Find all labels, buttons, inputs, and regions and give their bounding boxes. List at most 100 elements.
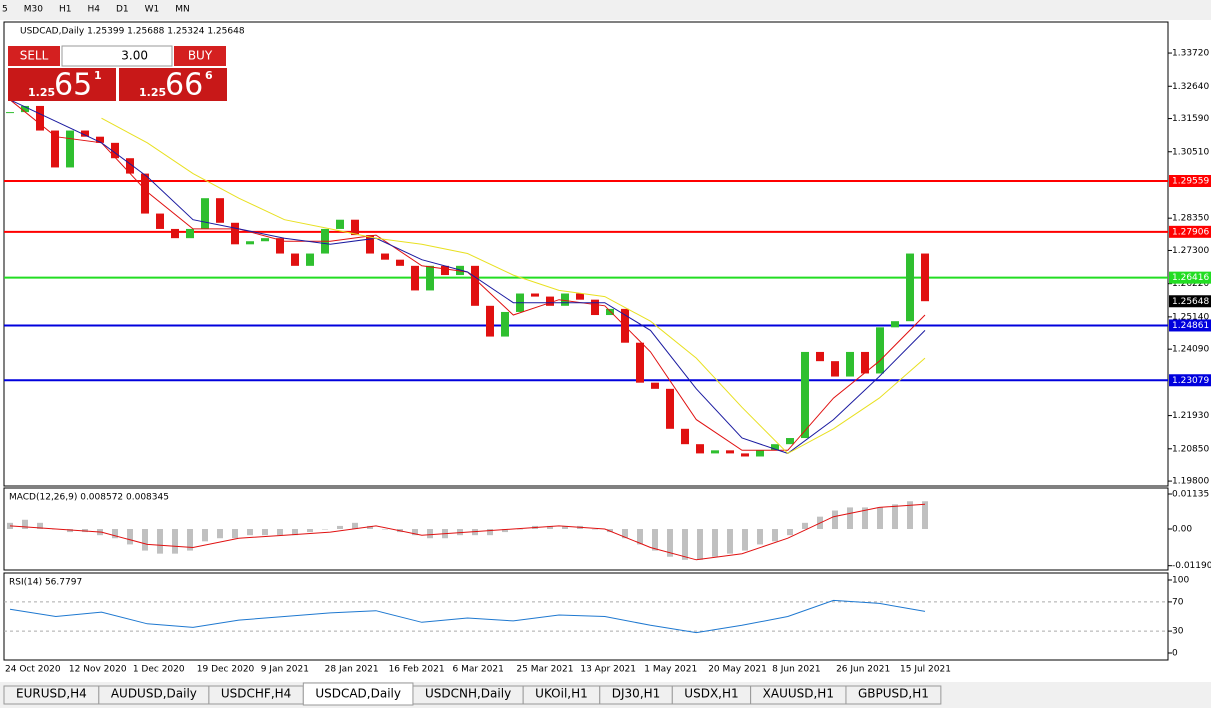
candle: [891, 321, 899, 328]
macd-bar: [892, 504, 898, 529]
candle: [51, 130, 59, 168]
macd-bar: [457, 529, 463, 536]
y-tick-label: -0.011904: [1172, 561, 1211, 571]
macd-bar: [547, 525, 553, 529]
macd-pane: [3, 487, 1169, 571]
candle: [711, 450, 719, 454]
x-tick-label: 13 Apr 2021: [580, 665, 636, 675]
candle: [141, 173, 149, 214]
candle: [186, 228, 194, 239]
macd-bar: [832, 510, 838, 529]
macd-bar: [517, 529, 523, 530]
candle: [801, 351, 809, 439]
candle: [861, 351, 869, 374]
sell-button[interactable]: [8, 46, 60, 66]
candle: [756, 450, 764, 457]
timeframe-button[interactable]: W1: [145, 5, 160, 15]
candle: [831, 361, 839, 377]
macd-bar: [412, 529, 418, 536]
macd-bar: [382, 529, 388, 530]
candle: [726, 450, 734, 454]
macd-bar: [922, 501, 928, 529]
tab[interactable]: [845, 685, 942, 705]
candle: [591, 299, 599, 316]
candle: [246, 241, 254, 245]
y-tick-label: 0: [1172, 648, 1178, 658]
x-tick-label: 28 Jan 2021: [325, 665, 379, 675]
candle: [606, 308, 614, 316]
level-tag: [1169, 225, 1211, 238]
current-price: 1.25648: [1172, 297, 1209, 307]
lots-value: 3.00: [121, 49, 148, 63]
timeframe-button[interactable]: MN: [175, 5, 190, 15]
price-main: 66: [165, 68, 203, 103]
macd-bar: [157, 529, 163, 554]
candle: [876, 327, 884, 374]
y-tick-label: 0.01135: [1172, 490, 1209, 500]
level-label: 1.26416: [1172, 273, 1209, 283]
y-tick-label: 1.26220: [1172, 279, 1209, 289]
macd-bar: [112, 529, 118, 539]
macd-bar: [592, 529, 598, 530]
macd-bar: [802, 522, 808, 529]
timeframe-button[interactable]: H4: [87, 5, 100, 15]
tab-label: USDCHF,H4: [221, 687, 291, 701]
toolbar: [0, 0, 1211, 20]
macd-bar: [67, 529, 73, 533]
candle: [636, 342, 644, 383]
y-tick-label: 1.32640: [1172, 82, 1209, 92]
level-tag: [1169, 271, 1211, 284]
macd-bar: [877, 507, 883, 529]
candle: [816, 351, 824, 362]
price-box[interactable]: [119, 68, 227, 101]
macd-bar: [772, 529, 778, 542]
candle: [576, 293, 584, 300]
candle: [426, 265, 434, 291]
sell-label: SELL: [20, 49, 49, 63]
timeframe-button[interactable]: H1: [59, 5, 72, 15]
macd-bar: [217, 529, 223, 539]
macd-bar: [367, 525, 373, 529]
level-label: 1.29559: [1172, 177, 1209, 187]
y-tick-label: 1.19800: [1172, 477, 1209, 487]
macd-bar: [37, 522, 43, 529]
x-tick-label: 16 Feb 2021: [389, 665, 445, 675]
lots-input[interactable]: [61, 45, 173, 67]
candle: [36, 105, 44, 131]
signal-line: [9, 503, 926, 561]
price-small: 1: [94, 69, 102, 82]
macd-bar: [427, 529, 433, 539]
macd-bar: [607, 529, 613, 533]
timeframe-button[interactable]: D1: [116, 5, 129, 15]
y-tick-label: 1.30510: [1172, 147, 1209, 157]
candle: [291, 253, 299, 266]
buy-button[interactable]: [174, 46, 226, 66]
y-tick-label: 1.20850: [1172, 444, 1209, 454]
x-tick-label: 26 Jun 2021: [836, 665, 890, 675]
y-tick-label: 1.24090: [1172, 345, 1209, 355]
macd-bar: [307, 529, 313, 533]
candle: [531, 293, 539, 297]
x-tick-label: 8 Jun 2021: [772, 665, 820, 675]
macd-bar: [202, 529, 208, 542]
candle: [351, 219, 359, 236]
macd-bar: [637, 529, 643, 545]
macd-bar: [292, 529, 298, 536]
candle: [486, 305, 494, 337]
candle: [741, 453, 749, 457]
timeframe-button[interactable]: M30: [24, 5, 43, 15]
tab-label: EURUSD,H4: [16, 687, 87, 701]
candle: [306, 253, 314, 266]
x-tick-label: 9 Jan 2021: [261, 665, 309, 675]
macd-bar: [697, 529, 703, 560]
candle: [21, 105, 29, 113]
price-box[interactable]: [8, 68, 116, 101]
candle: [921, 253, 929, 302]
candle: [471, 265, 479, 306]
tab-label: USDX,H1: [684, 687, 738, 701]
candle: [231, 222, 239, 245]
macd-bar: [322, 529, 328, 530]
timeframe-button[interactable]: 5: [2, 5, 8, 15]
candle: [546, 296, 554, 306]
